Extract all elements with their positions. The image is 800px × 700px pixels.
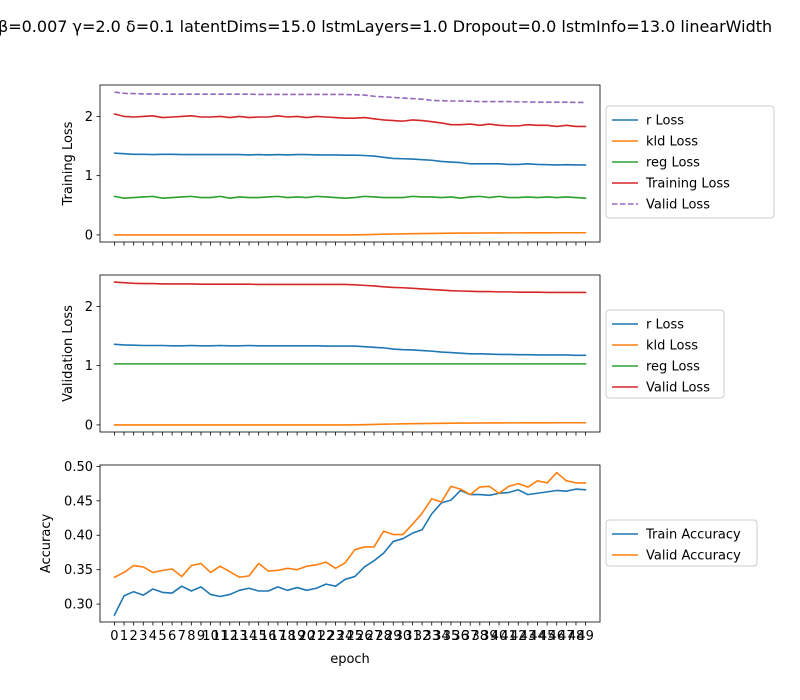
x-tick-label: 22 [318, 629, 335, 644]
y-tick-label: 1 [85, 359, 93, 374]
legend-label-kld-loss: kld Loss [646, 339, 698, 354]
x-tick-label: 31 [404, 629, 421, 644]
x-tick-label: 33 [423, 629, 440, 644]
x-tick-label: 41 [500, 629, 517, 644]
y-tick-label: 0.50 [64, 460, 93, 475]
x-tick-label: 25 [347, 629, 364, 644]
x-tick-label: 48 [568, 629, 585, 644]
y-tick-label: 0.40 [64, 529, 93, 544]
legend-label-reg-loss: reg Loss [646, 156, 700, 171]
x-tick-label: 4 [149, 629, 157, 644]
x-tick-label: 38 [472, 629, 489, 644]
x-tick-label: 19 [289, 629, 306, 644]
series-line-valid-loss [113, 281, 587, 294]
series-line-reg-loss [113, 195, 587, 199]
y-tick-label: 0 [85, 228, 93, 243]
y-tick-label: 2 [85, 300, 93, 315]
x-tick-label: 23 [327, 629, 344, 644]
x-tick-label: 32 [414, 629, 431, 644]
x-tick-label: 47 [558, 629, 575, 644]
x-tick-label: 7 [178, 629, 186, 644]
y-axis-label: Accuracy [39, 514, 54, 574]
x-tick-label: 42 [510, 629, 527, 644]
x-tick-label: 27 [366, 629, 383, 644]
validation-loss-panel: 0 1 2 Validation Loss r Loss kld Loss reg Loss… [61, 274, 725, 436]
x-tick-label: 0 [110, 629, 118, 644]
x-tick-label: 6 [168, 629, 176, 644]
x-tick-label: 36 [452, 629, 469, 644]
series-line-train-accuracy [113, 488, 587, 616]
x-tick-label: 10 [202, 629, 219, 644]
x-tick-label: 20 [298, 629, 315, 644]
series-line-valid-loss [114, 91, 586, 104]
legend-label-r-loss: r Loss [646, 318, 684, 333]
training-loss-panel: 0 1 2 Training Loss r Loss kld Loss reg Loss Tr… [61, 84, 775, 246]
figure-title: β=0.007 γ=2.0 δ=0.1 latentDims=15.0 lstm… [0, 17, 772, 36]
series-line-r-loss [113, 343, 587, 357]
axes-frame [99, 84, 601, 243]
x-tick-label: 37 [462, 629, 479, 644]
y-tick-label: 0 [85, 418, 93, 433]
legend-box [605, 105, 775, 219]
x-tick-label: 11 [212, 629, 229, 644]
x-tick-label: 21 [308, 629, 325, 644]
x-tick-label: 26 [356, 629, 373, 644]
legend-box [605, 519, 758, 567]
x-tick-label: 29 [385, 629, 402, 644]
legend-label-kld-loss: kld Loss [646, 135, 698, 150]
y-tick-label: 0.35 [64, 563, 93, 578]
y-axis-label: Validation Loss [61, 305, 76, 402]
x-tick-label: 14 [241, 629, 258, 644]
y-axis-label: Training Loss [61, 121, 76, 206]
legend-label-r-loss: r Loss [646, 114, 684, 129]
x-tick-label: 1 [120, 629, 128, 644]
y-tick-label: 1 [85, 169, 93, 184]
x-tick-label: 49 [577, 629, 594, 644]
axes-frame [99, 274, 601, 433]
x-tick-label: 5 [158, 629, 166, 644]
x-tick-label: 43 [520, 629, 537, 644]
axes-frame [99, 464, 601, 623]
series-line-kld-loss [113, 231, 587, 236]
x-tick-label: 12 [222, 629, 239, 644]
legend-label-valid-accuracy: Valid Accuracy [646, 549, 741, 564]
legend-label-valid-loss: Valid Loss [646, 198, 710, 213]
x-tick-label: 28 [375, 629, 392, 644]
legend-label-reg-loss: reg Loss [646, 360, 700, 375]
x-tick-label: 17 [270, 629, 287, 644]
series-line-training-loss [113, 113, 587, 128]
x-tick-label: 40 [491, 629, 508, 644]
accuracy-panel: 0.300.350.400.450.500 1 2 3 4 5 6 7 8 91011121314… [39, 460, 758, 644]
x-tick-label: 3 [139, 629, 147, 644]
y-tick-label: 0.30 [64, 598, 93, 613]
legend-label-valid-loss: Valid Loss [646, 381, 710, 396]
series-line-valid-accuracy [113, 471, 587, 579]
x-tick-label: 13 [231, 629, 248, 644]
x-tick-label: 16 [260, 629, 277, 644]
x-tick-label: 30 [395, 629, 412, 644]
series-line-r-loss [113, 152, 587, 166]
y-tick-label: 0.45 [64, 494, 93, 509]
x-tick-label: 2 [130, 629, 138, 644]
x-tick-label: 15 [250, 629, 267, 644]
x-tick-label: 24 [337, 629, 354, 644]
x-tick-label: 18 [279, 629, 296, 644]
x-tick-label: 34 [433, 629, 450, 644]
x-tick-label: 9 [197, 629, 205, 644]
x-tick-label: 35 [443, 629, 460, 644]
legend-label-train-accuracy: Train Accuracy [645, 528, 741, 543]
x-tick-label: 39 [481, 629, 498, 644]
y-tick-label: 2 [85, 110, 93, 125]
legend-box [605, 309, 725, 399]
x-axis-label: epoch [330, 652, 370, 667]
x-tick-label: 8 [187, 629, 195, 644]
x-tick-label: 46 [548, 629, 565, 644]
legend-label-training-loss: Training Loss [645, 177, 730, 192]
x-tick-label: 44 [529, 629, 546, 644]
series-line-kld-loss [113, 421, 587, 426]
x-tick-label: 45 [539, 629, 556, 644]
